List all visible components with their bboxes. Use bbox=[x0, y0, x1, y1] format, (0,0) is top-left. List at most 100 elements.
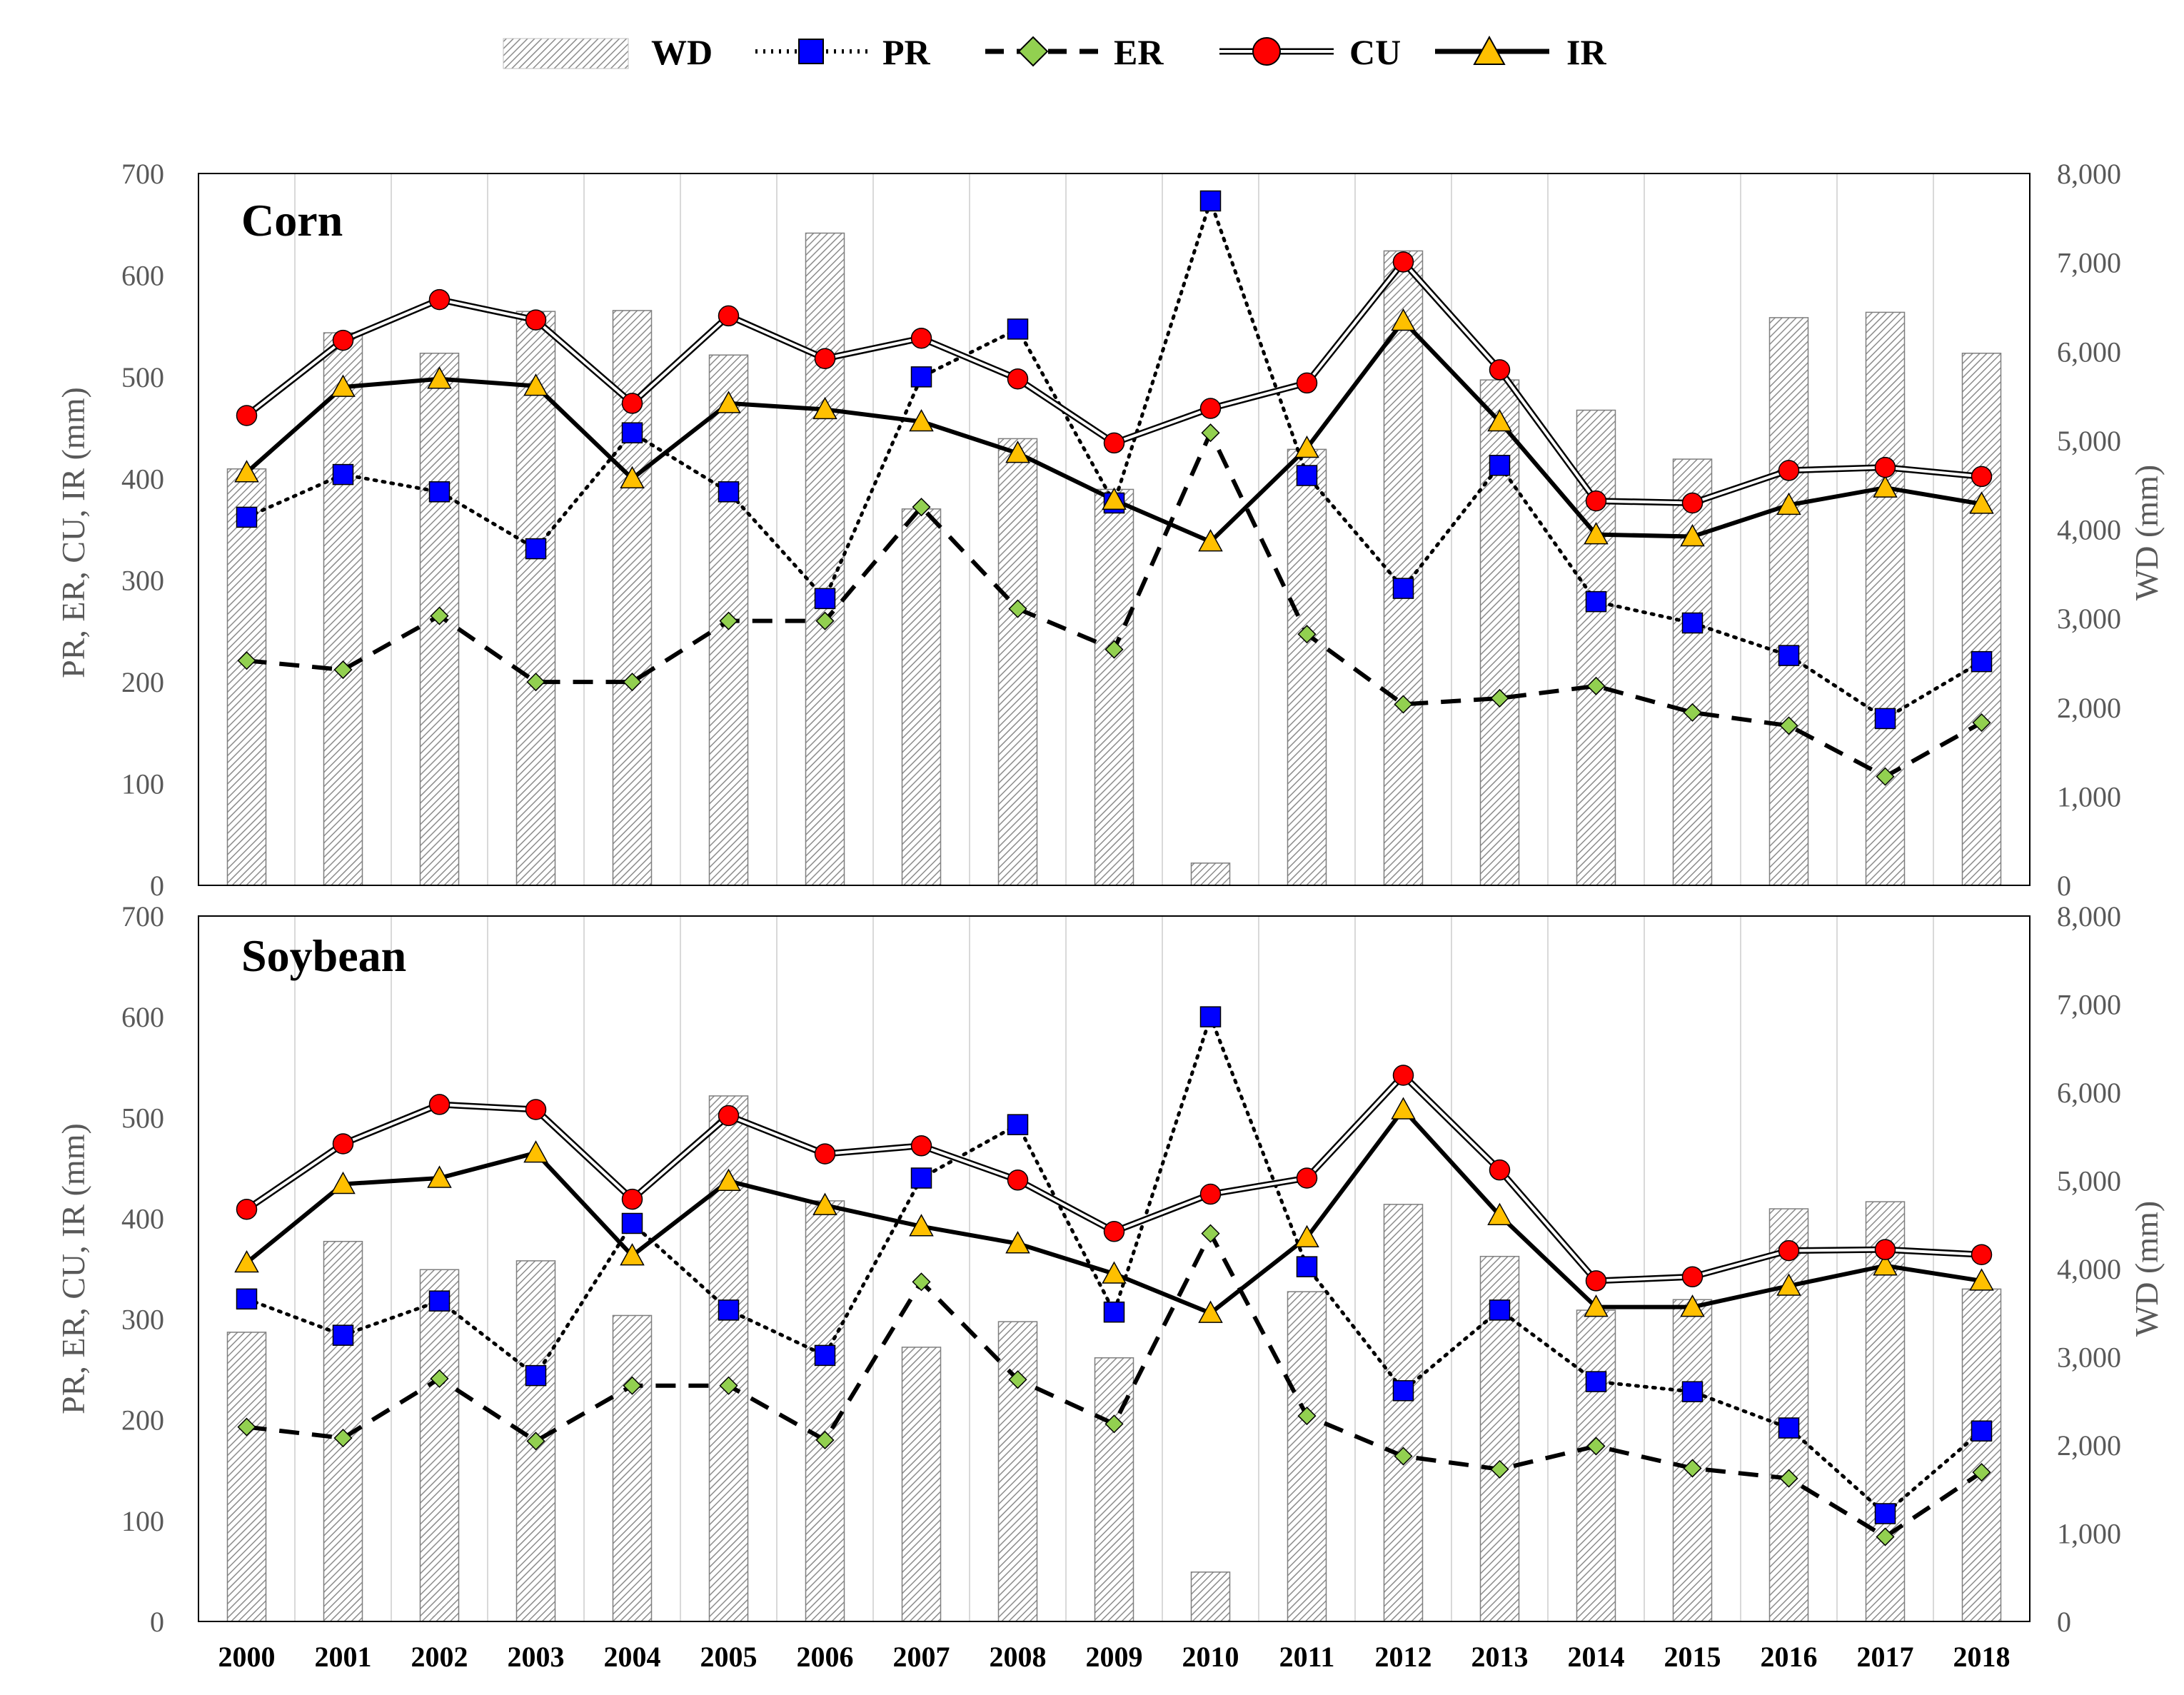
corn-pr-point-2018 bbox=[1971, 650, 1993, 673]
soybean-cu-point-2006 bbox=[814, 1143, 836, 1165]
legend-ir-marker bbox=[1473, 35, 1506, 65]
corn-er-point-2009 bbox=[1104, 640, 1124, 659]
soybean-pr-point-2008 bbox=[1007, 1114, 1029, 1135]
corn-ir-point-2015 bbox=[1680, 523, 1705, 547]
corn-cu-point-2002 bbox=[428, 288, 451, 311]
soybean-ir-point-2003 bbox=[523, 1140, 548, 1163]
soybean-ir-point-2004 bbox=[620, 1243, 645, 1266]
soybean-er-point-2014 bbox=[1586, 1437, 1606, 1456]
x-tick-label-2003: 2003 bbox=[508, 1641, 565, 1673]
soybean-wd-bar-2007 bbox=[901, 1347, 942, 1622]
corn-wd-bar-2007 bbox=[901, 508, 942, 886]
soybean-ir-point-2001 bbox=[331, 1171, 356, 1194]
corn-er-point-2002 bbox=[430, 606, 449, 625]
corn-right-tick-label: 0 bbox=[2057, 870, 2071, 902]
legend-cu-marker bbox=[1252, 37, 1281, 66]
corn-pr-point-2003 bbox=[525, 538, 547, 560]
corn-right-tick-label: 1,000 bbox=[2057, 780, 2121, 813]
corn-right-tick-label: 2,000 bbox=[2057, 692, 2121, 724]
x-tick-label-2007: 2007 bbox=[893, 1641, 950, 1673]
corn-er-point-2017 bbox=[1876, 767, 1895, 786]
x-tick-label-2011: 2011 bbox=[1279, 1641, 1335, 1673]
soybean-pr-point-2007 bbox=[910, 1167, 932, 1189]
corn-right-tick-label: 6,000 bbox=[2057, 336, 2121, 368]
soybean-er-point-2016 bbox=[1779, 1469, 1798, 1488]
soybean-pr-point-2000 bbox=[236, 1288, 258, 1310]
soybean-pr-point-2012 bbox=[1392, 1380, 1414, 1402]
soybean-right-tick-label: 1,000 bbox=[2057, 1518, 2121, 1550]
corn-ir-point-2016 bbox=[1776, 492, 1801, 515]
corn-wd-bar-2001 bbox=[323, 332, 363, 886]
soybean-wd-bar-2016 bbox=[1768, 1208, 1809, 1622]
soybean-right-tick-label: 4,000 bbox=[2057, 1253, 2121, 1285]
soybean-cu-point-2018 bbox=[1971, 1244, 1993, 1265]
soybean-pr-point-2014 bbox=[1585, 1371, 1607, 1392]
corn-pr-point-2014 bbox=[1585, 590, 1607, 613]
corn-er-point-2014 bbox=[1586, 676, 1606, 695]
soybean-left-tick-label: 500 bbox=[121, 1102, 164, 1134]
corn-er-point-2004 bbox=[623, 673, 642, 692]
corn-er-point-2006 bbox=[815, 611, 835, 630]
legend-pr-marker bbox=[798, 39, 824, 64]
corn-pr-point-2015 bbox=[1681, 612, 1704, 634]
corn-left-tick-label: 0 bbox=[150, 870, 164, 902]
corn-ir-point-2007 bbox=[909, 408, 934, 432]
corn-right-tick-label: 7,000 bbox=[2057, 247, 2121, 279]
corn-ir-point-2005 bbox=[716, 391, 741, 413]
corn-wd-bar-2016 bbox=[1768, 317, 1809, 886]
corn-er-point-2008 bbox=[1008, 599, 1027, 618]
soybean-wd-bar-2006 bbox=[805, 1200, 845, 1622]
corn-ir-point-2001 bbox=[331, 374, 356, 397]
corn-cu-point-2018 bbox=[1971, 466, 1993, 488]
x-tick-label-2018: 2018 bbox=[1953, 1641, 2011, 1673]
corn-ir-point-2004 bbox=[620, 466, 645, 489]
soybean-cu-point-2004 bbox=[621, 1188, 643, 1210]
corn-pr-point-2011 bbox=[1296, 465, 1318, 486]
soybean-ir-point-2015 bbox=[1680, 1294, 1705, 1317]
soybean-ir-point-2002 bbox=[427, 1165, 452, 1188]
corn-cu-point-2010 bbox=[1199, 398, 1222, 419]
corn-panel-title: Corn bbox=[241, 195, 343, 246]
corn-cu-point-2001 bbox=[332, 329, 354, 351]
soybean-cu-point-2016 bbox=[1778, 1239, 1800, 1262]
corn-ir-point-2009 bbox=[1102, 487, 1127, 510]
soybean-wd-bar-2004 bbox=[612, 1314, 653, 1622]
x-tick-label-2008: 2008 bbox=[990, 1641, 1047, 1673]
soybean-wd-bar-2000 bbox=[226, 1332, 267, 1622]
soybean-ir-point-2000 bbox=[234, 1249, 259, 1273]
soybean-er-point-2005 bbox=[719, 1376, 738, 1395]
corn-right-axis-label: WD (mm) bbox=[2128, 465, 2165, 600]
corn-right-tick-label: 4,000 bbox=[2057, 514, 2121, 546]
corn-cu-point-2000 bbox=[236, 405, 258, 426]
corn-cu-point-2015 bbox=[1681, 492, 1704, 514]
corn-er-point-2018 bbox=[1972, 713, 1991, 733]
x-tick-label-2004: 2004 bbox=[604, 1641, 661, 1673]
corn-pr-point-2000 bbox=[236, 506, 258, 528]
corn-ir-point-2014 bbox=[1584, 522, 1609, 545]
corn-pr-point-2005 bbox=[718, 481, 740, 503]
corn-wd-bar-2008 bbox=[997, 438, 1038, 886]
corn-cu-point-2008 bbox=[1007, 368, 1029, 390]
soybean-ir-point-2009 bbox=[1102, 1261, 1127, 1284]
legend: WD PR ER CU IR bbox=[503, 32, 1606, 72]
x-tick-label-2002: 2002 bbox=[411, 1641, 468, 1673]
soybean-pr-point-2003 bbox=[525, 1364, 547, 1387]
corn-er-point-2010 bbox=[1201, 423, 1220, 443]
corn-left-tick-label: 200 bbox=[121, 666, 164, 698]
soybean-left-axis-label: PR, ER, CU, IR (mm) bbox=[55, 1123, 91, 1414]
corn-wd-bar-2018 bbox=[1961, 352, 2002, 886]
corn-left-tick-label: 100 bbox=[121, 768, 164, 800]
soybean-right-tick-label: 7,000 bbox=[2057, 989, 2121, 1021]
soybean-pr-point-2005 bbox=[718, 1299, 740, 1321]
corn-ir-point-2008 bbox=[1005, 441, 1030, 463]
corn-pr-point-2017 bbox=[1874, 708, 1896, 730]
soybean-ir-point-2011 bbox=[1294, 1224, 1319, 1247]
x-tick-label-2017: 2017 bbox=[1857, 1641, 1914, 1673]
soybean-pr-point-2004 bbox=[621, 1212, 643, 1234]
corn-er-point-2005 bbox=[719, 611, 738, 630]
x-tick-label-2010: 2010 bbox=[1182, 1641, 1239, 1673]
corn-pr-point-2001 bbox=[332, 463, 354, 486]
legend-wd-label: WD bbox=[651, 32, 713, 72]
corn-cu-point-2003 bbox=[525, 309, 547, 331]
